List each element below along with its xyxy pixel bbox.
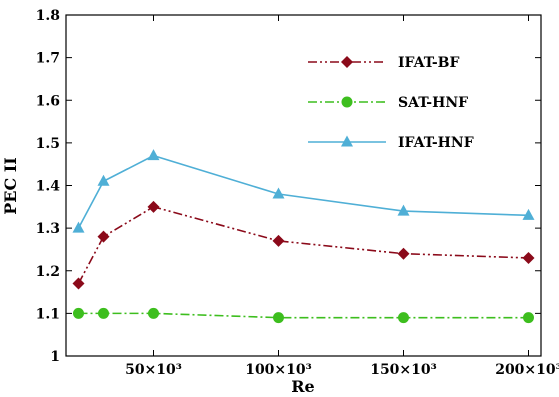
y-axis-title: PEC II	[1, 157, 20, 215]
legend-item-ifat-hnf: IFAT-HNF	[308, 135, 474, 151]
data-point-ifat-hnf	[97, 174, 110, 186]
series-line-ifat-bf	[77, 205, 529, 284]
series-line-ifat-hnf	[77, 154, 529, 229]
y-tick-label: 1.3	[36, 221, 60, 237]
series-ifat-bf	[72, 200, 535, 290]
x-tick-label: 100×10³	[245, 362, 312, 378]
x-axis-title: Re	[291, 377, 314, 396]
data-point-sat-hnf	[73, 307, 84, 319]
legend-label: IFAT-BF	[398, 55, 460, 71]
y-tick-label: 1.7	[36, 51, 60, 67]
data-point-ifat-bf	[272, 234, 285, 247]
legend-label: IFAT-HNF	[398, 135, 474, 151]
data-point-sat-hnf	[148, 307, 159, 319]
x-tick-label: 50×10³	[125, 362, 182, 378]
legend-item-ifat-bf: IFAT-BF	[308, 55, 460, 71]
data-point-ifat-hnf	[147, 149, 160, 161]
y-tick-label: 1.8	[36, 8, 60, 24]
data-point-ifat-hnf	[72, 221, 85, 233]
series-layer	[72, 149, 535, 324]
x-tick-label: 200×10³	[495, 362, 559, 378]
x-tick-label: 150×10³	[370, 362, 437, 378]
y-axis: 1 1.1 1.2 1.3 1.4 1.5 1.6 1.7 1.8	[36, 8, 541, 365]
x-axis: 50×10³ 100×10³ 150×10³ 200×10³	[125, 15, 559, 378]
data-point-sat-hnf	[523, 312, 534, 324]
legend: IFAT-BF SAT-HNF IFAT-HNF	[308, 55, 474, 151]
legend-swatch-marker	[341, 135, 353, 147]
legend-swatch-marker	[341, 96, 353, 108]
data-point-ifat-hnf	[272, 187, 285, 199]
data-point-ifat-bf	[72, 277, 85, 290]
y-tick-label: 1	[50, 349, 60, 365]
y-tick-label: 1.1	[36, 306, 60, 322]
data-point-sat-hnf	[98, 307, 109, 319]
legend-item-sat-hnf: SAT-HNF	[308, 95, 468, 111]
data-point-ifat-hnf	[397, 204, 410, 216]
legend-label: SAT-HNF	[398, 95, 468, 111]
data-point-sat-hnf	[398, 312, 409, 324]
data-point-ifat-bf	[147, 200, 160, 213]
y-tick-label: 1.6	[36, 93, 60, 109]
y-tick-label: 1.5	[36, 136, 60, 152]
plot-frame	[65, 14, 542, 357]
y-tick-label: 1.4	[36, 179, 61, 195]
data-point-ifat-bf	[97, 230, 110, 243]
series-ifat-hnf	[72, 149, 535, 233]
data-point-ifat-hnf	[522, 208, 535, 220]
data-point-ifat-bf	[397, 247, 410, 260]
y-tick-label: 1.2	[36, 264, 60, 280]
data-point-ifat-bf	[522, 251, 535, 264]
legend-swatch-marker	[341, 56, 353, 68]
series-sat-hnf	[73, 307, 534, 324]
series-line-sat-hnf	[78, 312, 529, 319]
data-point-sat-hnf	[273, 312, 284, 324]
